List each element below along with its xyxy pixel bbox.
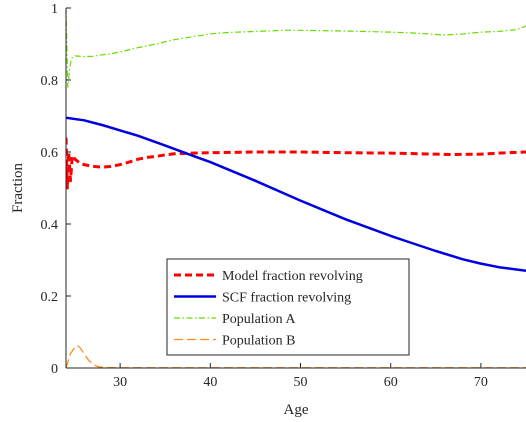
x-tick-label: 60 <box>384 375 398 390</box>
y-tick-label: 0.6 <box>41 146 59 161</box>
x-tick-label: 50 <box>294 375 308 390</box>
y-tick-label: 0.4 <box>41 218 59 233</box>
x-axis-label: Age <box>284 402 309 418</box>
x-tick-label: 30 <box>113 375 127 390</box>
y-tick-label: 0 <box>51 362 58 377</box>
legend-label-1: Model fraction revolving <box>222 269 363 284</box>
series-line-3 <box>66 7 526 88</box>
series-line-1 <box>66 137 526 190</box>
axes: 30 40 50 60 70 0 0.2 0.4 0.6 0.8 1 Age Fraction <box>10 2 526 418</box>
legend-label-3: Population A <box>222 312 296 327</box>
y-tick-label: 1 <box>51 2 58 17</box>
legend-label-4: Population B <box>222 334 296 349</box>
x-tick-label: 40 <box>203 375 217 390</box>
y-tick-label: 0.8 <box>41 74 59 89</box>
x-tick-label: 70 <box>474 375 488 390</box>
y-tick-label: 0.2 <box>41 290 59 305</box>
series-line-2 <box>66 116 526 273</box>
legend-label-2: SCF fraction revolving <box>222 291 351 306</box>
legend: Model fraction revolving SCF fraction rev… <box>166 258 410 356</box>
y-axis-label: Fraction <box>10 163 26 213</box>
